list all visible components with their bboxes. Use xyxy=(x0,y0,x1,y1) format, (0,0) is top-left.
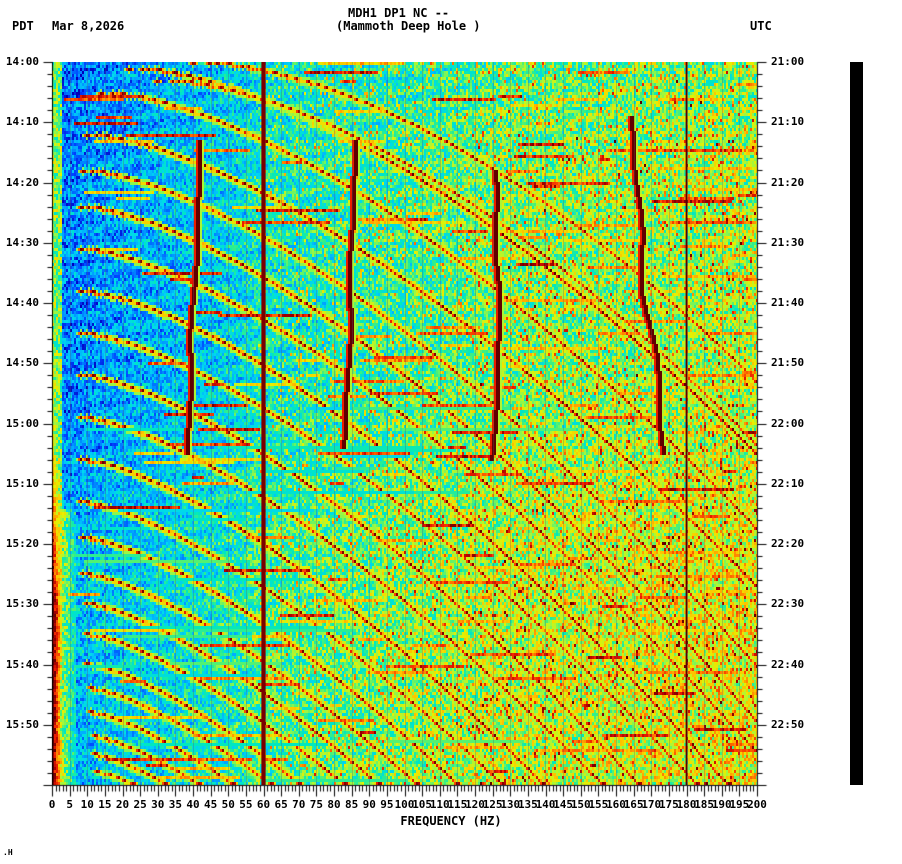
x-axis-tick: 95 xyxy=(380,798,394,811)
y-axis-right-tick: 22:50 xyxy=(771,717,805,731)
x-axis-tick: 70 xyxy=(292,798,306,811)
x-axis-tick: 145 xyxy=(553,798,574,811)
y-axis-left-tick: 15:50 xyxy=(5,717,39,731)
x-axis-tick: 180 xyxy=(676,798,697,811)
y-axis-right-tick: 22:10 xyxy=(771,476,805,490)
y-axis-right-tick: 21:40 xyxy=(771,296,805,309)
x-axis-tick: 60 xyxy=(256,798,271,811)
x-axis-tick: 155 xyxy=(588,798,609,811)
x-axis-tick: 15 xyxy=(98,798,112,811)
x-axis-tick: 195 xyxy=(729,798,750,811)
y-axis-left-tick: 14:20 xyxy=(5,175,39,189)
y-axis-left-tick: 15:00 xyxy=(5,416,39,430)
x-axis-tick: 185 xyxy=(694,798,715,811)
x-axis-tick: 190 xyxy=(711,798,732,811)
x-axis-tick: 90 xyxy=(362,798,376,811)
y-axis-left-tick: 15:30 xyxy=(5,597,39,611)
y-axis-right-tick: 22:40 xyxy=(771,657,805,671)
x-axis-tick: 20 xyxy=(115,798,130,811)
x-axis-tick: 135 xyxy=(517,798,538,811)
y-axis-left-tick: 14:10 xyxy=(5,115,39,129)
x-axis-tick: 105 xyxy=(412,798,433,811)
y-axis-right-tick: 21:50 xyxy=(771,356,805,370)
x-axis-tick: 45 xyxy=(204,798,218,811)
x-axis-tick: 5 xyxy=(66,798,73,811)
x-axis-tick: 125 xyxy=(482,798,503,811)
y-axis-right-tick: 22:20 xyxy=(771,537,805,550)
x-axis-tick: 115 xyxy=(447,798,468,811)
x-axis-tick: 130 xyxy=(500,798,521,811)
x-axis-tick: 100 xyxy=(394,798,415,811)
y-axis-right-tick: 22:30 xyxy=(771,597,805,611)
x-axis-tick: 175 xyxy=(658,798,679,811)
y-axis-left-tick: 15:10 xyxy=(5,476,39,490)
x-axis-tick: 40 xyxy=(186,798,200,811)
x-axis-tick: 75 xyxy=(309,798,323,811)
y-axis-right-tick: 21:30 xyxy=(771,235,805,249)
y-axis-right-tick: 21:10 xyxy=(771,115,805,129)
x-axis-tick: 165 xyxy=(623,798,644,811)
x-axis-tick: 0 xyxy=(48,798,56,811)
x-axis-tick: 30 xyxy=(151,798,165,811)
x-axis-tick: 200 xyxy=(747,798,767,811)
x-axis-tick: 140 xyxy=(535,798,556,811)
y-axis-right-tick: 21:20 xyxy=(771,175,805,189)
x-axis-tick: 65 xyxy=(274,798,288,811)
y-axis-left-tick: 14:00 xyxy=(5,55,39,68)
y-axis-left-tick: 15:40 xyxy=(5,657,39,671)
x-axis-tick: 10 xyxy=(80,798,94,811)
x-axis-title: FREQUENCY (HZ) xyxy=(400,814,502,828)
amplitude-colorbar xyxy=(850,62,863,785)
x-axis-tick: 80 xyxy=(327,798,341,811)
y-axis-right-tick: 21:00 xyxy=(771,55,805,68)
y-axis-left-tick: 14:40 xyxy=(5,296,39,309)
x-axis-tick: 25 xyxy=(133,798,147,811)
y-axis-left-tick: 15:20 xyxy=(5,537,39,550)
y-axis-right-tick: 22:00 xyxy=(771,416,805,430)
x-axis-tick: 150 xyxy=(570,798,591,811)
y-axis-left-tick: 14:30 xyxy=(5,235,39,249)
x-axis-tick: 35 xyxy=(168,798,182,811)
x-axis-tick: 55 xyxy=(239,798,253,811)
x-axis-tick: 120 xyxy=(465,798,485,811)
x-axis-tick: 110 xyxy=(429,798,450,811)
x-axis-tick: 160 xyxy=(606,798,626,811)
x-axis-tick: 50 xyxy=(221,798,235,811)
x-axis-tick: 170 xyxy=(641,798,662,811)
x-axis-tick: 85 xyxy=(345,798,359,811)
y-axis-left-tick: 14:50 xyxy=(5,356,39,370)
corner-artifact-mark: .H xyxy=(3,848,13,857)
